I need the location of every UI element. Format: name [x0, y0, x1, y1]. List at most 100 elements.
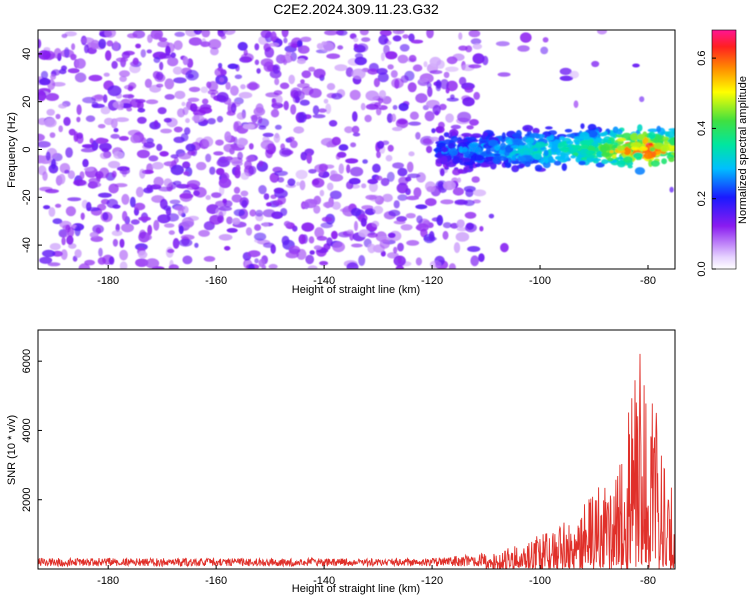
heatmap-cell [325, 103, 332, 115]
heatmap-cell [376, 151, 381, 159]
heatmap-cell [319, 189, 325, 197]
heatmap-cell [529, 132, 541, 139]
heatmap-cell [338, 144, 349, 151]
heatmap-cell [86, 207, 100, 212]
heatmap-cell [564, 128, 573, 133]
heatmap-cell [330, 170, 336, 176]
heatmap-cell [224, 156, 233, 161]
heatmap-cell [67, 68, 80, 74]
heatmap-cell [412, 64, 423, 72]
x-tick-label: -140 [313, 275, 335, 287]
heatmap-cell [173, 157, 179, 164]
heatmap-cell [660, 145, 670, 152]
heatmap-cell [378, 90, 387, 99]
heatmap-cell [185, 183, 198, 191]
heatmap-cell [290, 87, 302, 98]
heatmap-cell [462, 146, 468, 153]
heatmap-cell [633, 152, 643, 159]
heatmap-cell [274, 170, 288, 176]
heatmap-cell [50, 74, 57, 80]
heatmap-cell [372, 205, 384, 215]
x-tick-label: -180 [97, 575, 119, 587]
heatmap-cell [150, 30, 163, 40]
heatmap-cell [415, 225, 422, 230]
heatmap-cell [423, 61, 428, 68]
heatmap-cell [165, 45, 171, 56]
heatmap-cell [209, 166, 216, 175]
heatmap-cell [398, 102, 409, 112]
heatmap-cell [346, 262, 359, 269]
heatmap-cell [274, 94, 283, 105]
heatmap-cell [445, 87, 450, 94]
bottom-y-axis-label: SNR (10 * v/v) [6, 415, 18, 485]
heatmap-cell [198, 106, 213, 114]
heatmap-cell [119, 75, 127, 82]
heatmap-cell [505, 139, 513, 144]
heatmap-cell [63, 116, 71, 126]
heatmap-cell [119, 167, 131, 175]
heatmap-cell [293, 126, 305, 134]
snr-series-line [38, 353, 675, 569]
heatmap-cell [158, 37, 168, 42]
heatmap-cell [240, 84, 246, 90]
heatmap-cell [570, 155, 576, 159]
heatmap-cell [385, 51, 398, 60]
snr-panel: -180 -160 -140 -120 -100 -80 2000 4000 6000 Hei… [6, 329, 676, 595]
heatmap-cell [82, 144, 95, 149]
heatmap-cell [163, 178, 173, 188]
heatmap-cell [456, 219, 465, 228]
heatmap-cell [144, 234, 152, 241]
heatmap-cell [512, 161, 522, 164]
heatmap-cell [156, 71, 164, 81]
heatmap-cell [356, 43, 369, 53]
heatmap-cell [73, 131, 79, 142]
heatmap-cell [408, 33, 415, 42]
heatmap-cell [135, 186, 144, 198]
heatmap-cell [178, 225, 184, 235]
heatmap-cell [402, 34, 409, 39]
heatmap-cell [455, 232, 470, 242]
heatmap-cell [262, 209, 276, 218]
heatmap-cell [638, 146, 648, 151]
heatmap-cell [173, 77, 187, 84]
heatmap-cell [179, 193, 194, 199]
heatmap-cell [138, 216, 152, 221]
heatmap-cell [66, 235, 74, 245]
heatmap-cell [375, 175, 383, 181]
heatmap-cell [532, 159, 539, 164]
heatmap-cell [519, 144, 524, 150]
heatmap-cell [223, 30, 236, 35]
heatmap-cell [424, 111, 435, 122]
heatmap-cell [94, 94, 104, 100]
heatmap-cell [237, 41, 248, 51]
heatmap-cell [203, 256, 216, 262]
heatmap-cell [600, 146, 608, 153]
heatmap-cell [387, 232, 396, 238]
heatmap-cell [190, 103, 198, 112]
heatmap-cell [359, 30, 369, 36]
heatmap-cell [453, 242, 461, 254]
heatmap-cell [522, 124, 534, 132]
heatmap-cell [353, 37, 359, 43]
heatmap-cell [98, 247, 103, 257]
heatmap-cell [326, 182, 334, 191]
heatmap-cell [308, 88, 322, 98]
heatmap-cell [147, 224, 153, 236]
heatmap-cell [627, 165, 633, 169]
heatmap-cell [139, 229, 147, 239]
heatmap-cell [348, 177, 361, 185]
top-y-axis-label: Frequency (Hz) [6, 112, 18, 188]
heatmap-cell [65, 206, 76, 217]
colorbar-tick-label: 0.2 [696, 191, 708, 206]
colorbar-tick-label: 0.6 [696, 50, 708, 65]
heatmap-cell [382, 193, 393, 203]
heatmap-cell [426, 186, 435, 193]
heatmap-cell [82, 96, 96, 104]
heatmap-cell [273, 187, 285, 194]
heatmap-cell [566, 140, 574, 145]
heatmap-cell [543, 149, 549, 157]
heatmap-cell [224, 131, 232, 143]
heatmap-cell [470, 38, 482, 45]
heatmap-cell [630, 142, 642, 148]
heatmap-cell [431, 128, 436, 134]
